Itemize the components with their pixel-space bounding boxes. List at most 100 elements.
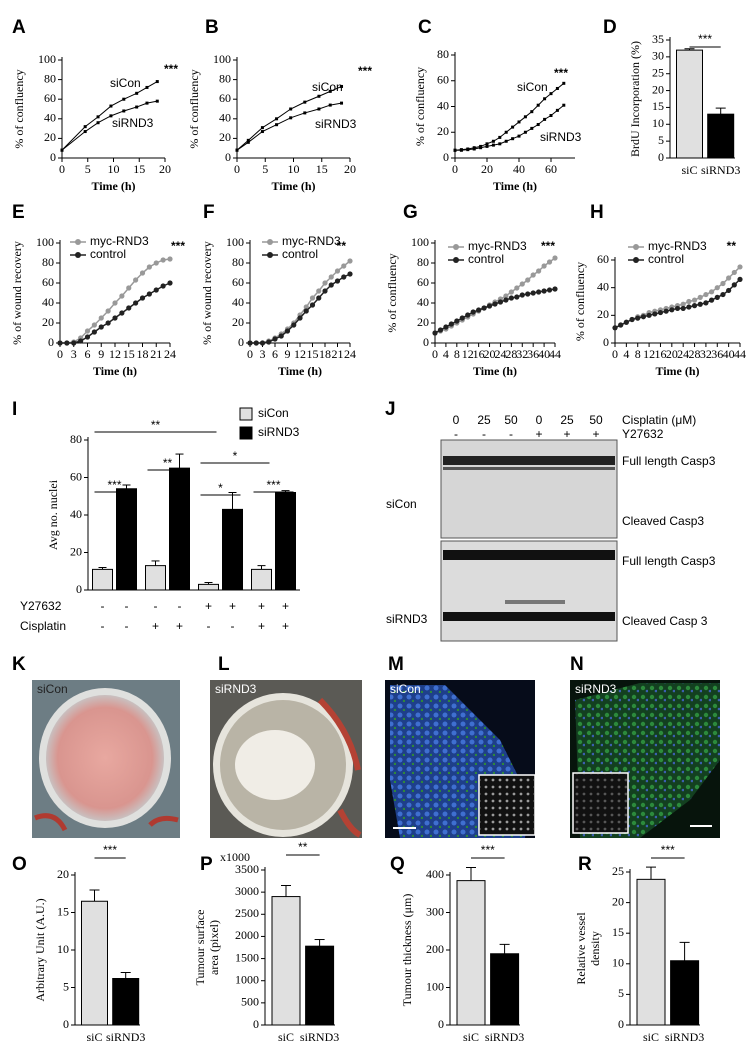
y-axis-label: Avg no. nuclei — [46, 479, 60, 550]
panel-letter: I — [12, 399, 17, 420]
y-axis-label: Relative vessel — [574, 912, 588, 985]
y-tick-label: 25 — [612, 864, 624, 878]
x-axis-label: Time (h) — [655, 364, 699, 378]
marker — [720, 291, 726, 298]
lane-dose: 0 — [453, 413, 460, 427]
marker — [543, 97, 547, 101]
y-tick-label: 20 — [612, 894, 624, 908]
marker — [112, 315, 118, 321]
bar — [676, 49, 703, 159]
significance: * — [233, 449, 238, 463]
marker — [167, 256, 173, 262]
marker — [530, 290, 536, 296]
y-tick-label: 3000 — [235, 884, 259, 898]
marker — [674, 305, 681, 312]
panel-letter: O — [12, 854, 27, 875]
marker — [498, 135, 502, 139]
marker — [697, 294, 703, 300]
marker — [552, 286, 558, 292]
lane-dose: 0 — [536, 413, 543, 427]
blot-band — [443, 612, 615, 621]
x-axis-label: Time (h) — [91, 179, 135, 193]
series-line — [250, 273, 351, 344]
y-tick-label: 20 — [652, 82, 664, 96]
x-tick-label: 20 — [159, 162, 171, 176]
marker — [303, 304, 309, 310]
band-label: Cleaved Casp3 — [622, 514, 704, 528]
marker — [322, 288, 328, 294]
y-tick-label: 100 — [226, 235, 244, 249]
x-tick-label: 0 — [59, 162, 65, 176]
y-tick-label: 0 — [603, 335, 609, 349]
panel-letter: B — [205, 17, 219, 38]
y-tick-label: 40 — [437, 98, 449, 112]
y-tick-label: 80 — [219, 71, 231, 85]
treatment-value: - — [101, 599, 105, 613]
y-tick-label: 2000 — [235, 928, 259, 942]
marker — [328, 274, 334, 280]
marker — [432, 330, 438, 336]
marker — [525, 277, 531, 283]
marker — [546, 259, 553, 265]
marker — [511, 137, 515, 141]
marker — [726, 287, 732, 294]
marker — [555, 86, 559, 90]
marker — [278, 333, 284, 339]
blot-membrane — [440, 439, 618, 539]
marker — [459, 315, 465, 321]
panel-letter: H — [590, 202, 604, 223]
marker — [536, 289, 542, 295]
significance: ** — [151, 418, 161, 432]
x-tick-label: 0 — [234, 162, 240, 176]
blot — [440, 439, 618, 642]
marker — [347, 258, 353, 264]
x-tick-label: 4 — [623, 347, 629, 361]
significance: *** — [661, 843, 675, 857]
y-tick-label: 1500 — [235, 950, 259, 964]
series-label: siRND3 — [540, 130, 582, 144]
marker — [514, 294, 520, 300]
marker — [98, 324, 104, 330]
marker — [109, 114, 113, 118]
marker — [737, 264, 743, 270]
y-tick-label: 15 — [612, 925, 624, 939]
y-tick-label: 0 — [48, 335, 54, 349]
lane-inhibitor: - — [454, 427, 458, 441]
marker — [714, 294, 720, 300]
x-tick-label: 12 — [109, 347, 121, 361]
x-tick-label: 40 — [538, 347, 550, 361]
significance: *** — [358, 64, 372, 78]
marker — [504, 130, 508, 134]
marker — [309, 302, 316, 308]
y-tick-label: 20 — [417, 315, 429, 329]
marker — [549, 92, 553, 96]
marker — [686, 304, 692, 310]
marker — [91, 322, 97, 328]
treatment-value: + — [205, 599, 212, 613]
marker — [485, 142, 489, 146]
y-tick-label: 0 — [238, 335, 244, 349]
marker — [105, 308, 111, 314]
marker — [146, 291, 152, 297]
marker — [78, 338, 84, 344]
series-line — [61, 100, 158, 151]
marker — [517, 120, 521, 124]
bar — [81, 900, 108, 1026]
legend-swatch — [239, 407, 253, 421]
significance: *** — [164, 62, 178, 76]
y-axis-label: % of confluency — [12, 69, 26, 148]
x-tick-label: siC — [643, 1030, 659, 1044]
band-label: Cleaved Casp 3 — [622, 614, 708, 628]
marker — [155, 99, 159, 103]
x-tick-label: 10 — [288, 162, 300, 176]
tissue — [46, 695, 164, 821]
marker — [91, 329, 97, 335]
marker — [498, 142, 502, 146]
legend-label: myc-RND3 — [648, 239, 707, 253]
x-tick-label: 3 — [71, 347, 77, 361]
marker — [122, 97, 126, 101]
marker — [247, 340, 253, 346]
lane-inhibitor: - — [482, 427, 486, 441]
image-k — [32, 680, 180, 838]
marker — [260, 130, 264, 134]
